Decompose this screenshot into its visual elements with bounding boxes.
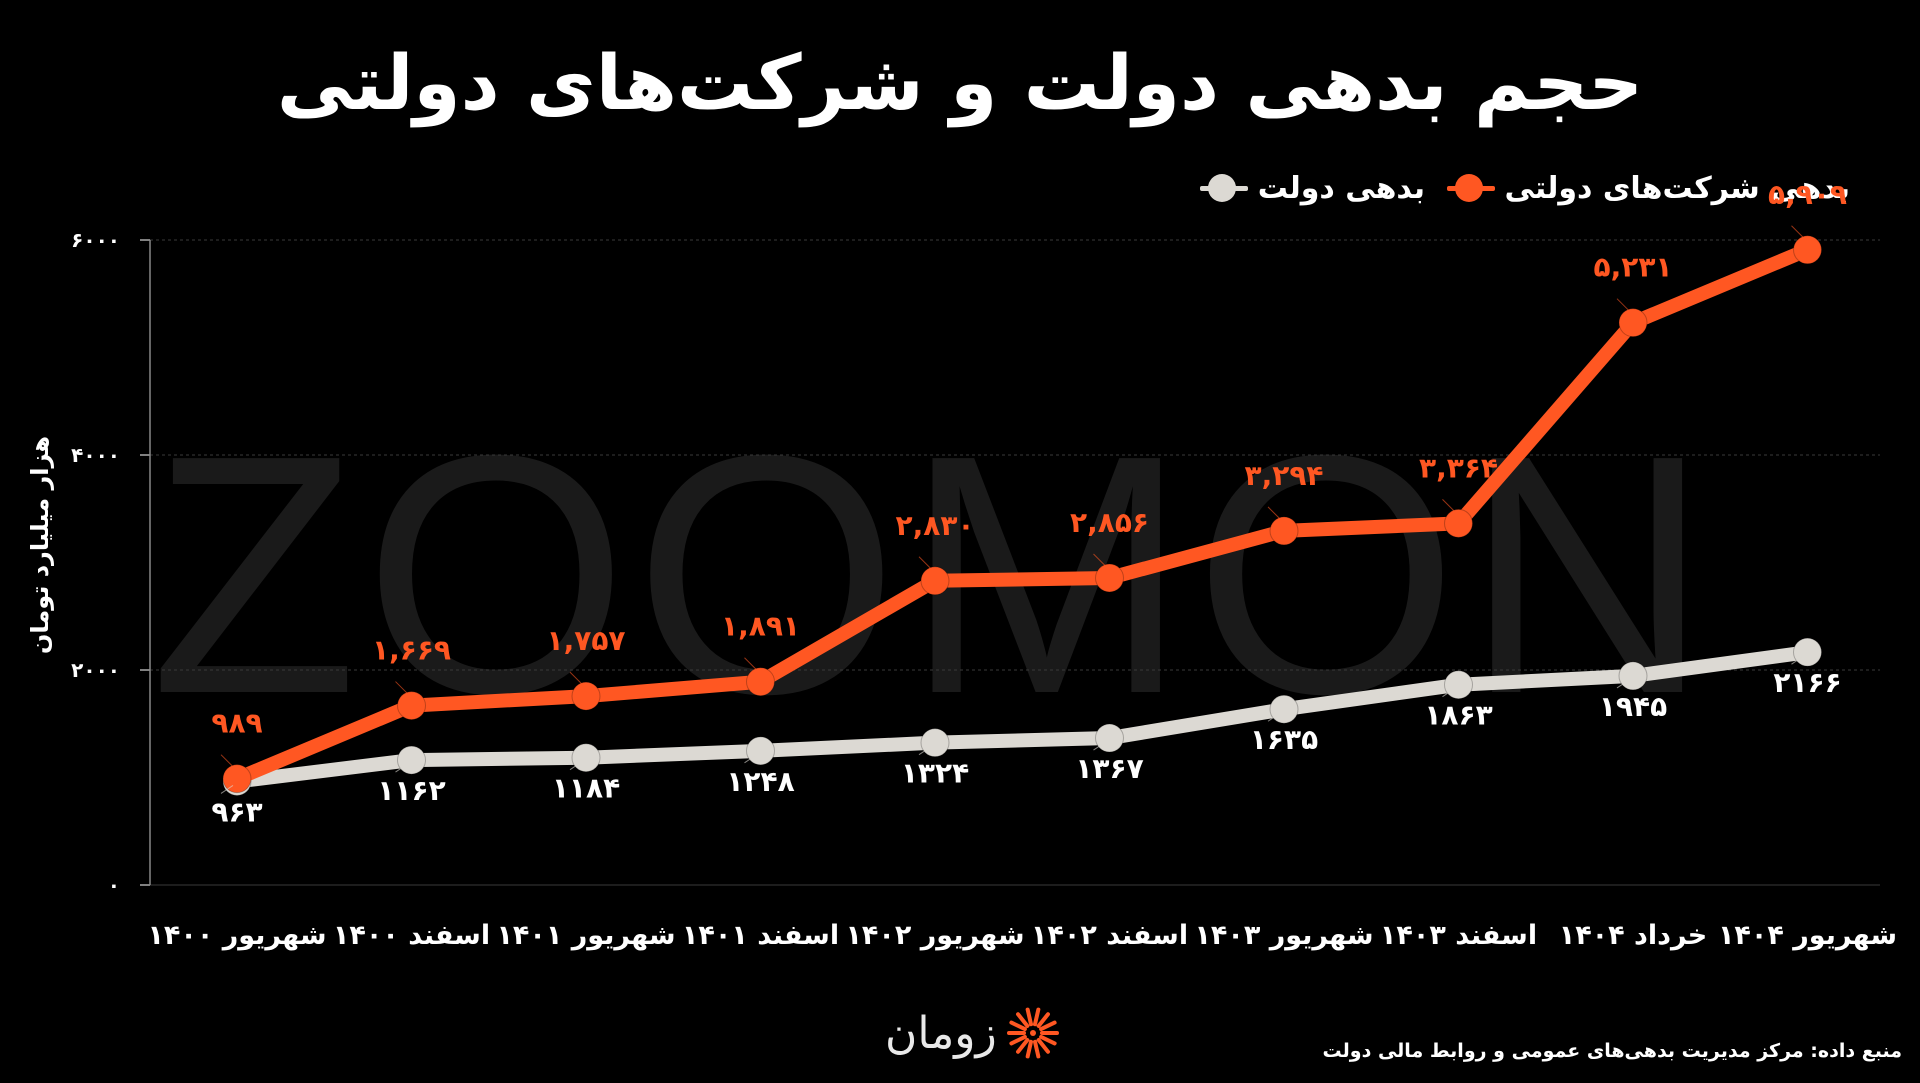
sunburst-logo-icon (1006, 1007, 1059, 1059)
x-tick-label: شهریور ۱۴۰۱ (496, 920, 675, 951)
data-point (920, 728, 950, 758)
label-leader (569, 671, 583, 685)
label-leader (744, 657, 757, 671)
data-point (1269, 516, 1299, 546)
data-label: ۲,۸۳۰ (896, 509, 975, 542)
source-note: منبع داده: مرکز مدیریت بدهی‌های عمومی و … (1322, 1040, 1902, 1062)
data-point (746, 736, 775, 766)
label-leader (1442, 688, 1455, 698)
legend-label: بدهی شرکت‌های دولتی (1504, 170, 1850, 206)
data-label: ۱۲۴۸ (726, 765, 794, 798)
data-point (397, 745, 426, 775)
x-tick-label: شهریور ۱۴۰۰ (147, 920, 326, 951)
data-label: ۱۶۳۵ (1250, 723, 1318, 756)
data-label: ۲۱۶۶ (1773, 666, 1841, 699)
label-leader (1791, 225, 1804, 239)
data-point (1444, 670, 1473, 700)
label-leader (918, 556, 932, 570)
data-label: ۲,۸۵۶ (1070, 506, 1149, 539)
data-point (571, 743, 601, 773)
label-leader (1791, 655, 1804, 665)
y-tick-label: ۰ (108, 873, 120, 897)
x-tick-label: اسفند ۱۴۰۳ (1380, 920, 1537, 951)
data-point (1095, 563, 1124, 593)
label-leader (1616, 298, 1630, 312)
chart-title: حجم بدهی دولت و شرکت‌های دولتی (276, 38, 1644, 127)
series-line (230, 242, 1815, 786)
data-point (1095, 723, 1124, 753)
data-point (1444, 508, 1473, 538)
legend-marker (1199, 173, 1248, 203)
label-leader (918, 746, 932, 756)
legend-item-government: بدهی دولت (1199, 166, 1425, 210)
y-tick-label: ۶۰۰۰ (71, 228, 120, 252)
label-leader (395, 763, 408, 773)
series-line (230, 645, 1815, 789)
label-leader (1093, 553, 1106, 567)
data-label: ۳,۳۶۴ (1419, 451, 1498, 484)
legend-marker (1446, 173, 1495, 203)
data-label: ۱۹۴۵ (1599, 690, 1667, 723)
data-point (397, 691, 426, 721)
data-label: ۱,۶۶۹ (372, 634, 451, 667)
label-leader (220, 785, 234, 794)
x-tick-label: اسفند ۱۴۰۰ (333, 920, 490, 951)
data-label: ۱۳۶۷ (1075, 752, 1143, 785)
x-tick-label: شهریور ۱۴۰۳ (1194, 920, 1373, 951)
data-point (1793, 235, 1822, 265)
x-tick-label: اسفند ۱۴۰۲ (1031, 920, 1188, 951)
data-label: ۱۳۲۴ (901, 757, 969, 790)
label-leader (1442, 499, 1455, 512)
x-tick-label: اسفند ۱۴۰۱ (682, 920, 839, 951)
data-point (1269, 694, 1299, 724)
data-point (571, 681, 601, 711)
legend-item-state-companies: بدهی شرکت‌های دولتی (1446, 166, 1850, 210)
data-point (1618, 661, 1648, 691)
label-leader (1267, 506, 1281, 520)
data-label: ۳,۲۹۴ (1245, 459, 1324, 492)
data-label: ۵,۲۳۱ (1594, 251, 1673, 284)
label-leader (744, 754, 757, 764)
data-label: ۱۱۸۴ (552, 772, 620, 805)
data-point (746, 667, 775, 697)
x-tick-label: خرداد ۱۴۰۴ (1559, 920, 1708, 951)
data-point (1793, 637, 1822, 667)
label-leader (395, 681, 408, 694)
y-tick-label: ۴۰۰۰ (71, 443, 120, 467)
legend-label: بدهی دولت (1257, 170, 1425, 206)
data-label: ۱۱۶۲ (377, 774, 445, 807)
x-tick-label: شهریور ۱۴۰۴ (1718, 920, 1897, 951)
data-label: ۹۸۹ (211, 707, 262, 740)
label-leader (220, 754, 234, 768)
label-leader (1093, 741, 1106, 751)
label-leader (1267, 712, 1281, 722)
label-leader (1616, 679, 1630, 689)
data-point (1618, 308, 1648, 338)
data-label: ۵,۹۰۹ (1768, 178, 1847, 211)
data-point (222, 764, 252, 794)
data-label: ۹۶۳ (211, 795, 262, 828)
data-label: ۱,۸۹۱ (721, 610, 800, 643)
data-point (920, 566, 950, 596)
data-label: ۱,۷۵۷ (547, 624, 626, 657)
brand-name: زومان (885, 1007, 997, 1059)
brand-logo: زومان (885, 1005, 1061, 1061)
x-tick-label: شهریور ۱۴۰۲ (845, 920, 1024, 951)
label-leader (569, 761, 583, 771)
y-tick-label: ۲۰۰۰ (71, 658, 120, 682)
data-label: ۱۸۶۳ (1424, 699, 1492, 732)
